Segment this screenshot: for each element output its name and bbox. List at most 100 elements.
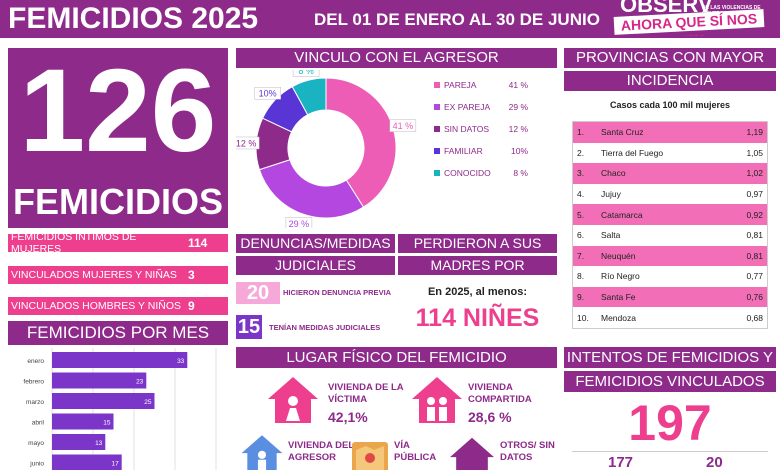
page-title: FEMICIDIOS 2025	[8, 2, 259, 35]
legend-label: CONOCIDO	[444, 168, 491, 178]
legend-value: 41 %	[509, 80, 529, 90]
month-tick-label: enero	[27, 358, 44, 365]
provincia-name: Mendoza	[601, 312, 636, 323]
lugar-pct: 28,6 %	[468, 409, 512, 425]
provincia-rank: 1.	[577, 127, 585, 138]
lugar-label-line2: VÍCTIMA	[328, 394, 368, 405]
provincia-rank: 10.	[577, 312, 589, 323]
intentos-title-1: INTENTOS DE FEMICIDIOS Y	[564, 347, 776, 368]
month-tick-label: abril	[32, 420, 45, 427]
denuncia-value: 20	[236, 282, 280, 304]
intentos-divider	[572, 451, 768, 452]
category-label: VINCULADOS MUJERES Y NIÑAS	[11, 269, 177, 281]
provincia-value: 0,81	[746, 230, 763, 241]
provincias-subtitle: Casos cada 100 mil mujeres	[609, 100, 731, 110]
por-mes-svg: enero 33 febrero 23 marzo 25 abril 15 mayo 13 juni…	[23, 348, 217, 470]
madres-subtitle: En 2025, al menos:	[427, 286, 528, 298]
lugar-label: VIVIENDA DE LA VÍCTIMA	[328, 382, 418, 406]
provincia-row: 1. Santa Cruz 1,19	[573, 122, 767, 143]
provincia-rank: 7.	[577, 250, 585, 261]
month-tick-label: junio	[29, 461, 44, 468]
intentos-title-2: FEMICIDIOS VINCULADOS	[564, 371, 776, 392]
slice-label-box	[389, 119, 417, 132]
category-row: FEMICIDIOS ÍNTIMOS DE MUJERES 114	[8, 231, 228, 255]
denuncia-stat: 20 HICIERON DENUNCIA PREVIA	[236, 282, 395, 304]
month-tick-label: febrero	[23, 379, 44, 386]
slice-label: 41 %	[393, 121, 414, 131]
month-tick-label: mayo	[28, 440, 44, 447]
provincia-name: Santa Cruz	[601, 127, 644, 138]
provincias-title-1: PROVINCIAS CON MAYOR	[564, 48, 776, 68]
provincia-rank: 8.	[577, 271, 585, 282]
provincia-value: 0,77	[746, 271, 763, 282]
legend-swatch	[434, 170, 440, 176]
legend-value: 10%	[511, 146, 528, 156]
bar	[52, 393, 155, 409]
provincia-name: Santa Fe	[601, 292, 636, 303]
legend-label: SIN DATOS	[444, 124, 489, 134]
provincia-name: Neuquén	[601, 250, 636, 261]
provincia-name: Jujuy	[601, 189, 621, 200]
lugar-label-line1: VÍA	[394, 440, 410, 451]
provincia-rank: 2.	[577, 147, 585, 158]
provincia-value: 1,19	[746, 127, 763, 138]
provincia-row: 3. Chaco 1,02	[573, 163, 767, 184]
medidas-stat: 15 TENÍAN MEDIDAS JUDICIALES	[236, 315, 395, 339]
lugar-label: VIVIENDA COMPARTIDA	[468, 382, 558, 406]
denuncia-label: HICIERON DENUNCIA PREVIA	[283, 288, 392, 297]
lugar-label-line1: VIVIENDA	[468, 382, 513, 393]
bar-value-label: 33	[177, 358, 185, 365]
legend-value: 8 %	[513, 168, 528, 178]
provincia-row: 4. Jujuy 0,97	[573, 183, 767, 205]
lugar-label-line2: PÚBLICA	[394, 452, 437, 463]
bar	[52, 352, 188, 368]
observatorio-logo: OBSERV DE LAS VIOLENCIAS DE GÉNERO AHORA…	[608, 0, 780, 36]
madres-title-2: MADRES POR FEMICIDIO	[398, 256, 557, 292]
lugar-label-line2: AGRESOR	[288, 452, 337, 463]
provincia-rank: 6.	[577, 230, 585, 241]
category-row: VINCULADOS MUJERES Y NIÑAS 3	[8, 266, 228, 284]
intentos-sub-value: 177	[608, 454, 634, 471]
provincia-name: Río Negro	[601, 271, 640, 282]
provincia-row: 6. Salta 0,81	[573, 225, 767, 246]
bar	[52, 413, 114, 430]
lugar-label-line1: VIVIENDA DE LA	[328, 382, 404, 393]
provincia-value: 0,76	[746, 292, 763, 303]
slice-label: 8 %	[298, 70, 314, 76]
house-person-icon	[266, 375, 320, 425]
medidas-label: TENÍAN MEDIDAS JUDICIALES	[269, 323, 381, 332]
provincia-row: 8. Río Negro 0,77	[573, 266, 767, 287]
madres-value: 114 NIÑES	[415, 304, 540, 332]
lugar-label-line2: DATOS	[500, 452, 533, 463]
lugar-label-line2: COMPARTIDA	[468, 394, 532, 405]
provincia-row: 7. Neuquén 0,81	[573, 245, 767, 267]
provincia-name: Salta	[601, 230, 621, 241]
bar-value-label: 25	[144, 399, 152, 406]
lugar-label-line1: VIVIENDA DEL	[288, 440, 355, 451]
bar-value-label: 17	[111, 461, 119, 468]
lugar-title: LUGAR FÍSICO DEL FEMICIDIO	[236, 347, 557, 368]
legend-label: PAREJA	[444, 80, 477, 90]
denuncias-title-2: JUDICIALES	[236, 256, 395, 275]
legend-swatch	[434, 104, 440, 110]
provincia-name: Catamarca	[601, 209, 643, 220]
provincia-value: 0,81	[746, 250, 763, 261]
bar	[52, 372, 147, 389]
total-number: 126	[19, 45, 217, 177]
house-couple-icon	[410, 375, 464, 425]
bar-value-label: 13	[95, 440, 103, 447]
vinculo-chart: 41 % 29 % 12 % 10% 8 % PAREJA 41 % EX PAREJA 29 …	[232, 64, 557, 230]
lugar-label-line1: OTROS/ SIN	[500, 440, 555, 451]
category-label: FEMICIDIOS ÍNTIMOS DE MUJERES	[11, 231, 137, 255]
lugar-label: VIVIENDA DEL AGRESOR	[288, 440, 358, 464]
legend-label: EX PAREJA	[444, 102, 490, 112]
legend-swatch	[434, 148, 440, 154]
provincias-table: 1. Santa Cruz 1,19 2. Tierra del Fuego 1,05 3.…	[572, 121, 768, 329]
provincia-rank: 3.	[577, 168, 585, 179]
provincia-value: 0,68	[746, 312, 763, 323]
lugar-pct: 42,1%	[328, 409, 368, 425]
house-otros-icon	[448, 436, 496, 470]
provincia-value: 1,02	[746, 168, 763, 179]
bar	[52, 434, 106, 450]
map-icon	[350, 440, 390, 470]
